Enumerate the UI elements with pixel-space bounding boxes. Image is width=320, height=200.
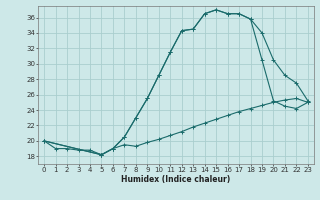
X-axis label: Humidex (Indice chaleur): Humidex (Indice chaleur) bbox=[121, 175, 231, 184]
